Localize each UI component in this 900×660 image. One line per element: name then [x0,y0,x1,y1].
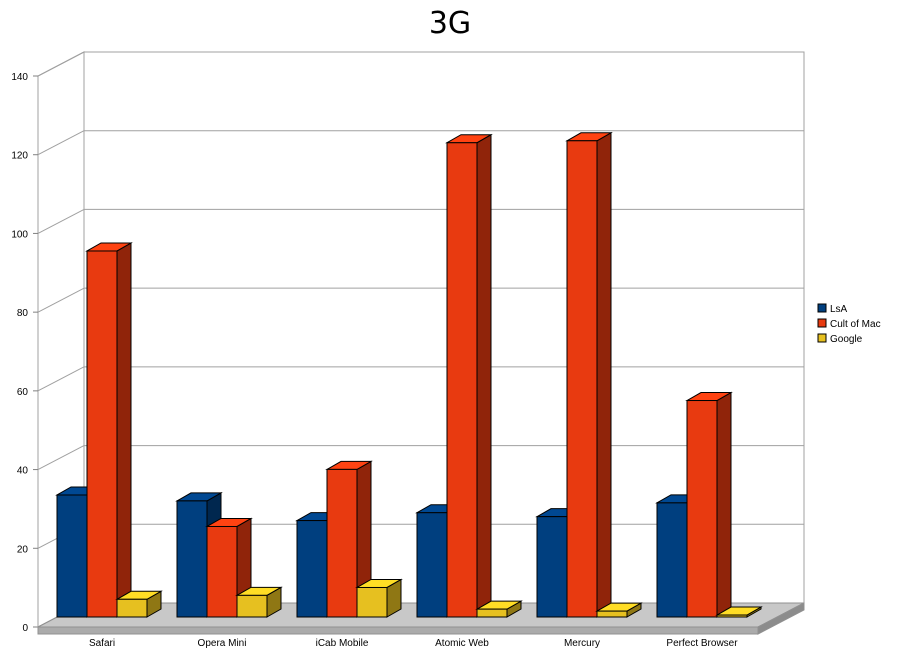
legend-label: Google [830,334,863,345]
bar-side [116,242,132,618]
y-tick-label: 20 [17,544,29,555]
bar [536,516,568,618]
x-tick-label: Safari [89,638,115,649]
bar-side [476,133,492,618]
bar [326,468,358,618]
bar-side [716,391,732,618]
bar [296,520,328,618]
bar [56,494,88,618]
bar [206,525,238,618]
gridline-side [37,208,85,234]
bar [176,500,208,618]
x-tick-label: Mercury [564,638,600,649]
floor-side [757,602,805,635]
legend-label: Cult of Mac [830,319,881,330]
y-tick-label: 40 [17,466,29,477]
x-tick-label: Opera Mini [198,638,247,649]
bar [356,586,388,618]
bar [716,614,748,618]
y-tick-label: 0 [22,623,28,634]
legend-swatch [817,303,827,313]
legend-swatch [817,333,827,343]
gridline-side [37,445,85,471]
bar [596,610,628,618]
floor-front [37,626,759,635]
bar [236,594,268,618]
bar [416,512,448,618]
y-tick-label: 140 [11,72,28,83]
bar [116,598,148,618]
bar [86,250,118,618]
bar [686,400,718,618]
x-tick-label: Perfect Browser [666,638,738,649]
legend-label: LsA [830,304,848,315]
bar [656,502,688,618]
y-tick-label: 120 [11,151,28,162]
y-tick-label: 80 [17,308,29,319]
gridline-side [37,51,85,77]
gridline-side [37,287,85,313]
x-tick-label: iCab Mobile [316,638,369,649]
bar [566,140,598,618]
bar [476,608,508,618]
legend-swatch [817,318,827,328]
bar [446,142,478,618]
gridline-side [37,130,85,156]
x-tick-label: Atomic Web [435,638,489,649]
bar-side [596,131,612,618]
y-tick-label: 100 [11,229,28,240]
y-tick-label: 60 [17,387,29,398]
gridline-side [37,366,85,392]
chart-title: 3G [428,6,472,41]
